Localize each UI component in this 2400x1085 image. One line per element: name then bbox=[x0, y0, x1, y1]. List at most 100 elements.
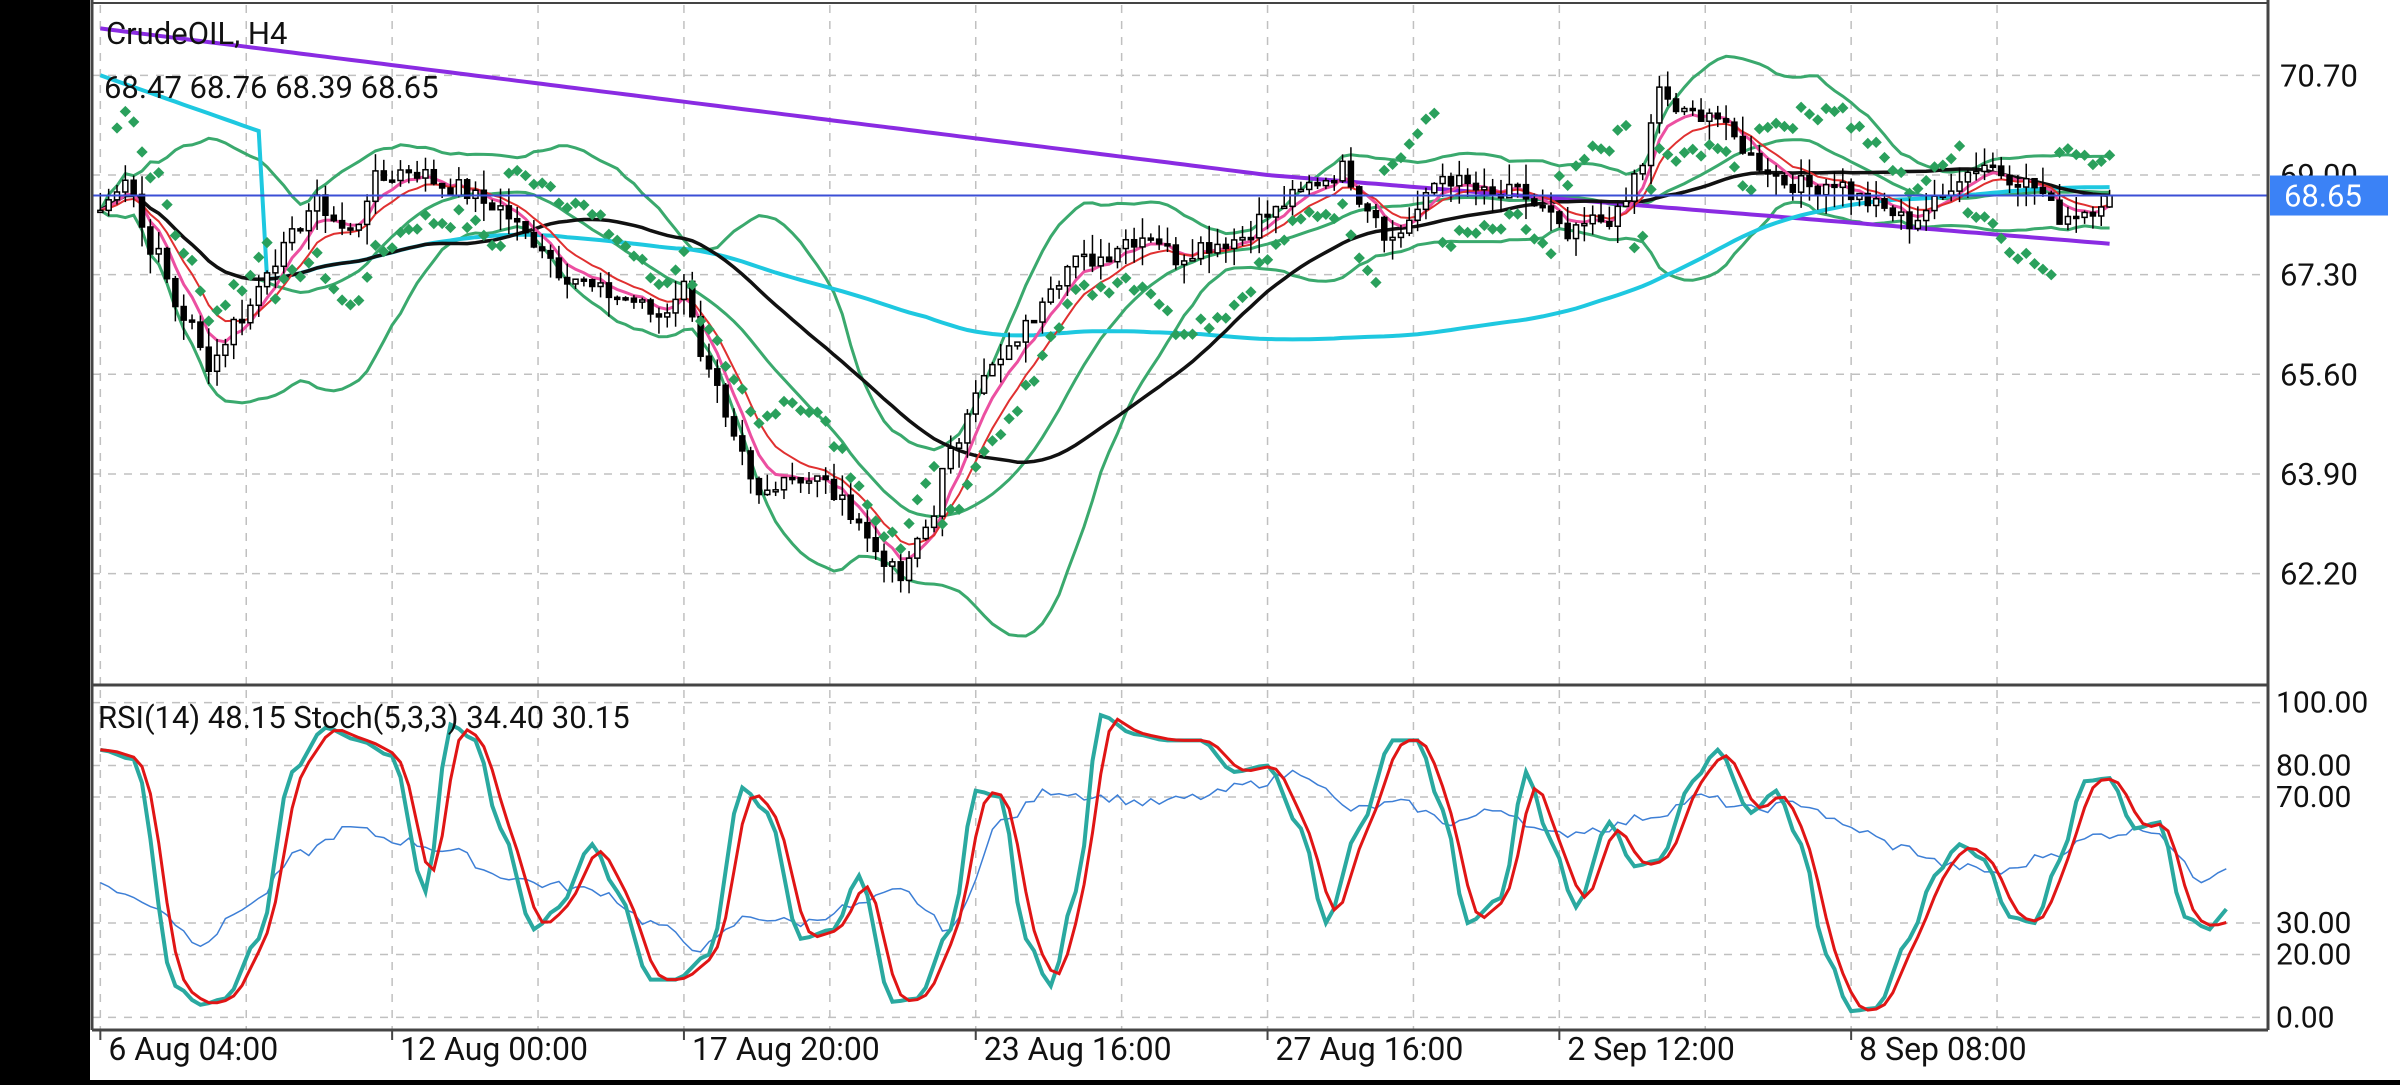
candle-body bbox=[1147, 237, 1155, 241]
sar-dot bbox=[453, 204, 465, 216]
candle-body bbox=[2056, 199, 2063, 225]
candle-body bbox=[655, 313, 663, 318]
candle bbox=[338, 202, 346, 236]
ohlc-values: 68.47 68.76 68.39 68.65 bbox=[104, 69, 439, 106]
candle bbox=[1230, 228, 1238, 266]
sar-dot bbox=[361, 271, 373, 283]
candle-body bbox=[422, 168, 429, 179]
candle-body bbox=[1514, 183, 1521, 188]
sar-dot bbox=[428, 217, 440, 230]
sar-dot bbox=[1336, 198, 1349, 210]
candle-body bbox=[855, 518, 863, 524]
sar-dot bbox=[1503, 208, 1515, 220]
oscillator-tick-label: 20.00 bbox=[2276, 937, 2351, 972]
candle bbox=[1447, 172, 1455, 203]
sar-dot bbox=[2020, 247, 2032, 260]
candle bbox=[847, 476, 854, 524]
candle-body bbox=[1397, 232, 1405, 239]
candle bbox=[1647, 114, 1655, 184]
candle bbox=[530, 220, 538, 249]
candle bbox=[1906, 196, 1913, 244]
candle bbox=[1664, 71, 1671, 107]
price-tick-label: 65.60 bbox=[2280, 356, 2358, 393]
sar-dot bbox=[386, 242, 398, 254]
sar-dot bbox=[1678, 147, 1691, 159]
price-panel[interactable]: CrudeOIL, H4 68.47 68.76 68.39 68.65 62.… bbox=[92, 5, 2388, 685]
candle bbox=[1064, 264, 1071, 296]
candle-body bbox=[1697, 109, 1705, 122]
candle-body bbox=[1889, 207, 1897, 217]
candle bbox=[1731, 117, 1738, 140]
candle-body bbox=[730, 416, 738, 437]
sar-dot bbox=[1937, 159, 1949, 171]
candle-body bbox=[1414, 208, 1421, 222]
oscillator-panel[interactable]: RSI(14) 48.15 Stoch(5,3,3) 34.40 30.15 0… bbox=[92, 686, 2368, 1036]
candle bbox=[672, 281, 679, 327]
candle-body bbox=[205, 346, 212, 373]
candle-body bbox=[1539, 204, 1546, 209]
candle bbox=[822, 467, 829, 494]
candle-body bbox=[380, 170, 388, 181]
candle bbox=[1030, 319, 1038, 324]
candle-body bbox=[1506, 183, 1513, 199]
sar-dot bbox=[1486, 223, 1499, 235]
candle-body bbox=[1439, 175, 1446, 185]
candle bbox=[705, 343, 713, 378]
sar-dot bbox=[136, 146, 148, 158]
candle-body bbox=[1964, 171, 1972, 183]
candle bbox=[613, 295, 621, 306]
sar-dot bbox=[1837, 102, 1849, 114]
sar-dot bbox=[1386, 158, 1399, 170]
candle bbox=[1714, 105, 1721, 128]
candle-body bbox=[1022, 319, 1030, 343]
candle bbox=[947, 435, 954, 474]
sar-dot bbox=[978, 445, 990, 458]
sar-dot bbox=[1812, 114, 1824, 126]
sar-dot bbox=[928, 460, 940, 473]
candle-body bbox=[947, 447, 954, 470]
sar-dot bbox=[1195, 313, 1207, 325]
candle bbox=[513, 207, 521, 241]
bollinger-middle bbox=[99, 138, 2110, 519]
sar-dot bbox=[1303, 206, 1315, 218]
candle bbox=[380, 159, 388, 182]
candle bbox=[897, 550, 904, 593]
sar-dot bbox=[1595, 143, 1607, 155]
candle-body bbox=[747, 450, 754, 480]
candle-body bbox=[1564, 222, 1571, 240]
candle bbox=[805, 472, 813, 495]
candle-body bbox=[714, 368, 721, 386]
candle bbox=[1556, 209, 1563, 228]
candle bbox=[1180, 254, 1188, 284]
sar-dot bbox=[1511, 208, 1524, 220]
candle bbox=[1297, 181, 1305, 193]
candle-body bbox=[622, 297, 629, 301]
sar-dot bbox=[1920, 174, 1932, 187]
candle bbox=[197, 315, 204, 351]
sar-dot bbox=[278, 273, 290, 285]
candle bbox=[1406, 207, 1413, 237]
sar-dot bbox=[878, 531, 890, 543]
candle bbox=[872, 519, 879, 560]
sar-dot bbox=[378, 245, 390, 258]
sar-dot bbox=[1320, 208, 1332, 221]
candle-body bbox=[430, 168, 438, 185]
candle-body bbox=[1205, 242, 1213, 254]
candle bbox=[488, 199, 496, 211]
candle bbox=[522, 221, 529, 240]
candle-body bbox=[563, 276, 571, 285]
candle-body bbox=[1872, 198, 1880, 207]
sar-dot bbox=[811, 406, 823, 418]
sar-dot bbox=[303, 257, 315, 269]
candle bbox=[422, 157, 429, 192]
candle-body bbox=[1264, 213, 1271, 218]
candle-body bbox=[272, 265, 279, 274]
sar-dot bbox=[1261, 254, 1274, 266]
candle bbox=[363, 194, 371, 245]
candle bbox=[213, 339, 221, 386]
sar-dot bbox=[1895, 166, 1907, 179]
candlesticks bbox=[97, 71, 2113, 594]
candle bbox=[2098, 195, 2105, 226]
